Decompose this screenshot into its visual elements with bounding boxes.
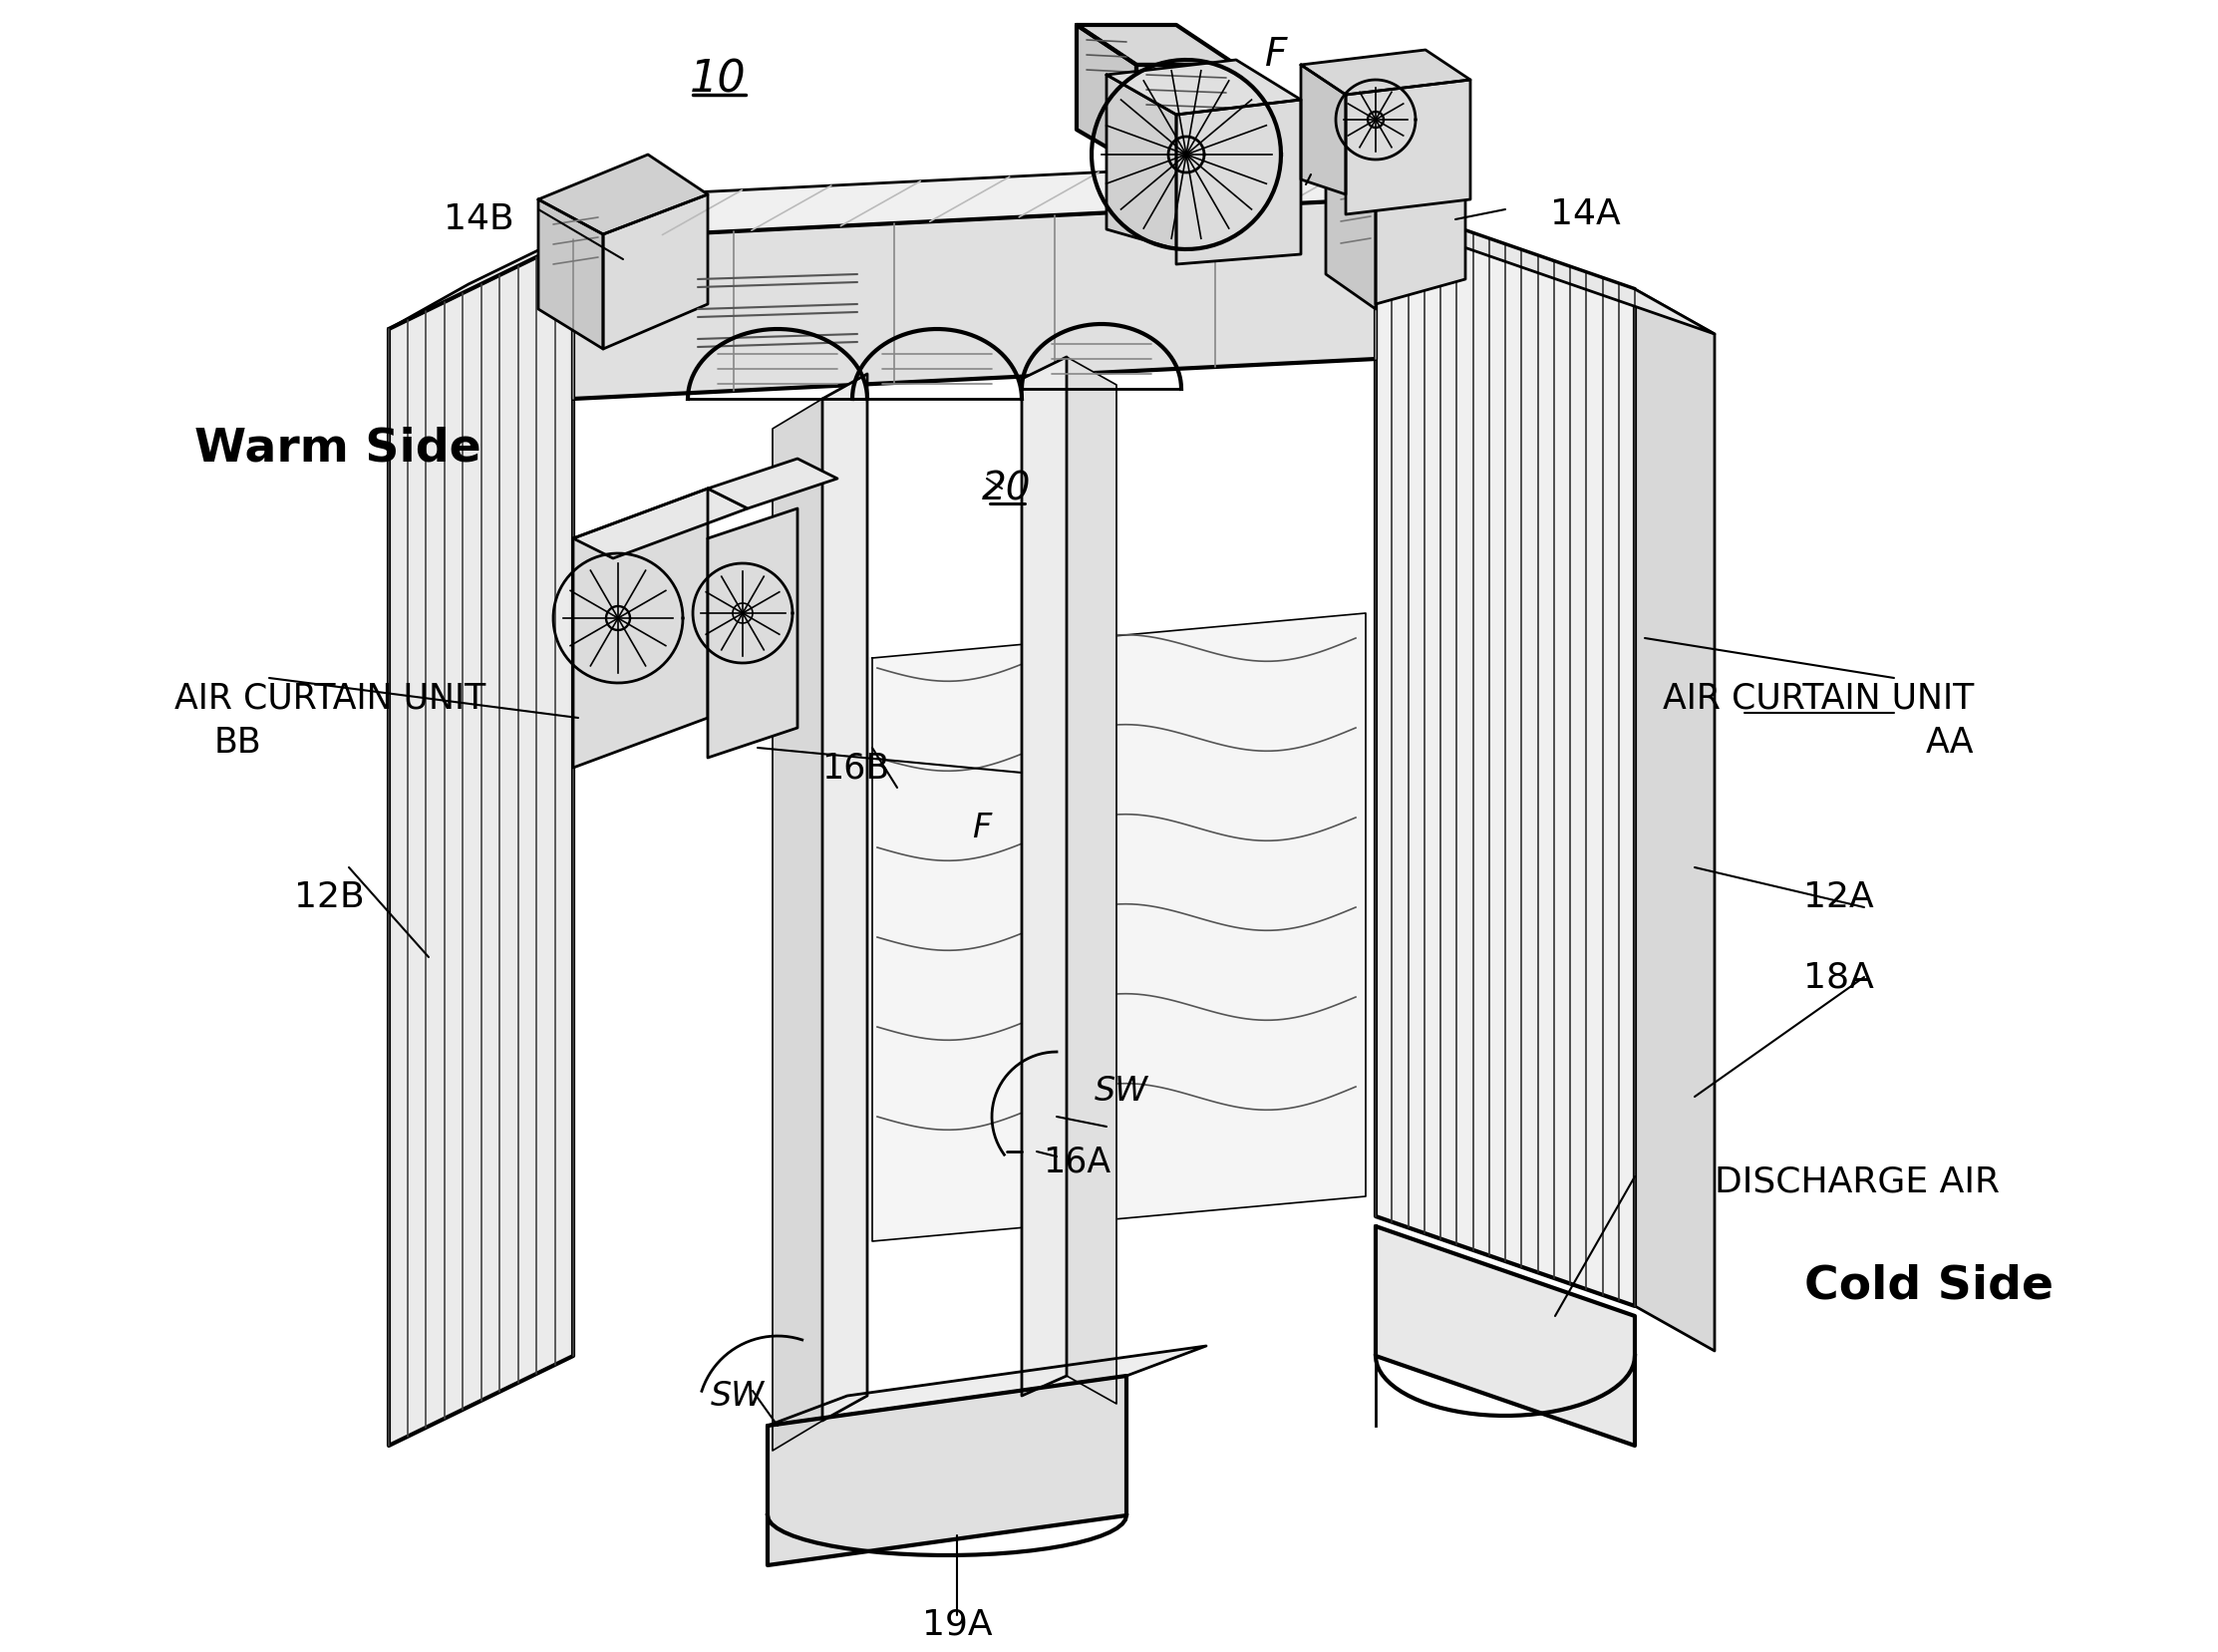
Polygon shape <box>1326 165 1375 309</box>
Polygon shape <box>539 200 603 349</box>
Text: SW: SW <box>1093 1075 1149 1108</box>
Polygon shape <box>572 489 747 558</box>
Polygon shape <box>1107 74 1176 249</box>
Polygon shape <box>767 1346 1207 1426</box>
Text: F: F <box>971 811 991 844</box>
Polygon shape <box>572 155 1455 240</box>
Polygon shape <box>1302 64 1346 195</box>
Text: AA: AA <box>1925 725 1974 760</box>
Polygon shape <box>572 489 708 768</box>
Text: 20: 20 <box>983 469 1031 507</box>
Polygon shape <box>388 240 572 1446</box>
Polygon shape <box>388 195 652 329</box>
Text: 10: 10 <box>690 58 745 101</box>
Polygon shape <box>603 195 708 349</box>
Text: 12B: 12B <box>295 881 364 914</box>
Polygon shape <box>1302 50 1471 94</box>
Text: 14B: 14B <box>444 203 515 236</box>
Text: SW: SW <box>710 1379 765 1412</box>
Text: Warm Side: Warm Side <box>195 426 481 471</box>
Polygon shape <box>772 398 823 1450</box>
Text: 14A: 14A <box>1550 197 1621 231</box>
Polygon shape <box>708 509 798 758</box>
Text: 18A: 18A <box>1803 960 1874 995</box>
Polygon shape <box>767 1376 1127 1564</box>
Text: 12A: 12A <box>1803 881 1874 914</box>
Polygon shape <box>1375 200 1635 1307</box>
Polygon shape <box>1346 79 1471 215</box>
Polygon shape <box>1076 25 1235 64</box>
Polygon shape <box>1176 99 1302 264</box>
Polygon shape <box>1635 289 1715 1351</box>
Text: AIR CURTAIN UNIT: AIR CURTAIN UNIT <box>175 681 486 715</box>
Text: 16B: 16B <box>821 750 889 785</box>
Polygon shape <box>1107 59 1302 114</box>
Polygon shape <box>1375 175 1466 304</box>
Polygon shape <box>708 459 838 509</box>
Polygon shape <box>539 155 708 235</box>
Polygon shape <box>1022 357 1067 1396</box>
Text: 19A: 19A <box>923 1607 991 1642</box>
Text: Cold Side: Cold Side <box>1803 1264 2054 1308</box>
Polygon shape <box>1076 25 1136 165</box>
Text: F: F <box>1264 36 1286 74</box>
Polygon shape <box>1375 200 1715 334</box>
Polygon shape <box>1067 357 1116 1404</box>
Text: 16A: 16A <box>1042 1145 1111 1178</box>
Polygon shape <box>1375 1226 1635 1446</box>
Polygon shape <box>572 200 1375 398</box>
Polygon shape <box>872 613 1366 1241</box>
Text: DISCHARGE AIR: DISCHARGE AIR <box>1715 1165 2001 1198</box>
Polygon shape <box>823 373 867 1421</box>
Polygon shape <box>1136 64 1235 170</box>
Polygon shape <box>1326 139 1466 200</box>
Text: AIR CURTAIN UNIT: AIR CURTAIN UNIT <box>1664 681 1974 715</box>
Text: BB: BB <box>215 725 262 760</box>
